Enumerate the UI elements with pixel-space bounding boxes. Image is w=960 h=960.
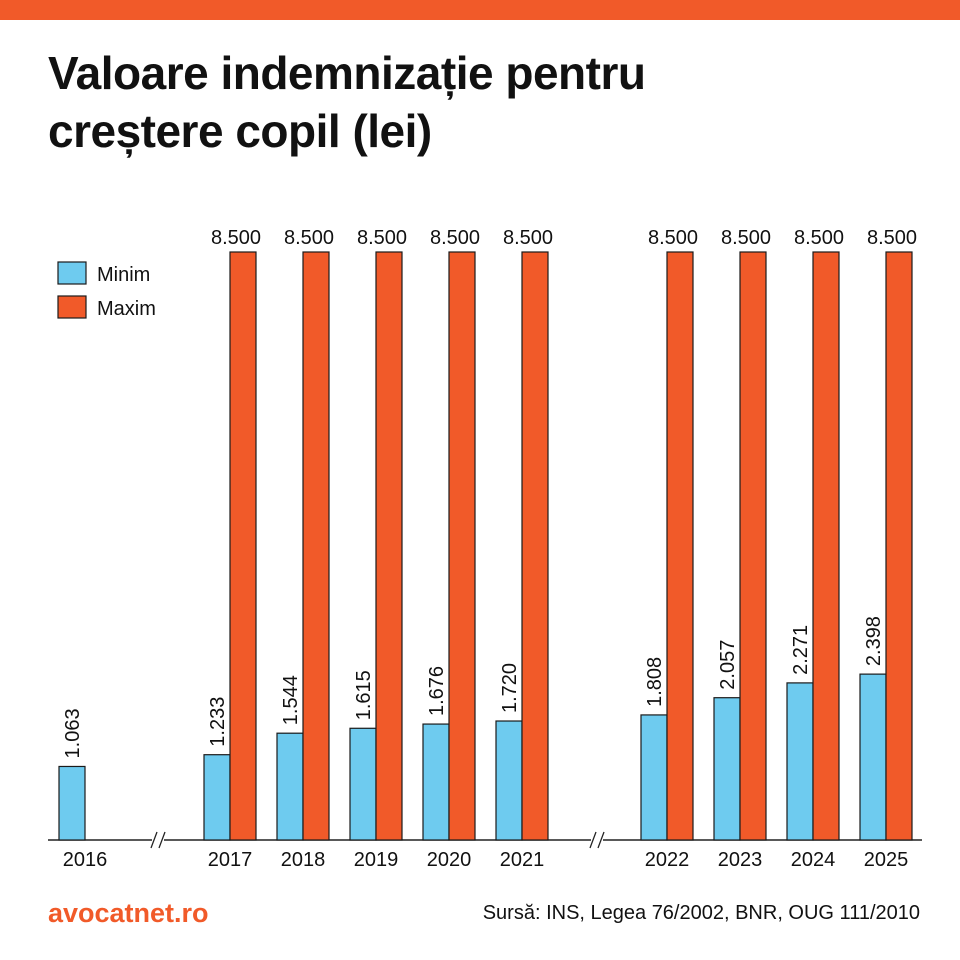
data-label-minim-2020: 1.676	[426, 666, 448, 716]
bar-maxim-2023	[739, 251, 767, 841]
bar-minim-2016	[58, 765, 86, 841]
bar-minim-2020	[422, 723, 450, 841]
legend-label-maxim: Maxim	[97, 298, 156, 320]
bar-minim-2021	[495, 720, 523, 841]
x-tick-label-2023: 2023	[718, 849, 763, 871]
data-label-minim-2018: 1.544	[280, 675, 302, 725]
bar-maxim-2022	[666, 251, 694, 841]
data-label-maxim-2017: 8.500	[211, 227, 261, 249]
bar-maxim-2025	[885, 251, 913, 841]
x-tick-label-2024: 2024	[791, 849, 836, 871]
x-tick-label-2017: 2017	[208, 849, 253, 871]
data-label-minim-2023: 2.057	[717, 640, 739, 690]
bar-minim-2018	[276, 732, 304, 841]
axis-break-mark-1a	[150, 831, 158, 849]
x-tick-label-2018: 2018	[281, 849, 326, 871]
data-label-minim-2022: 1.808	[644, 657, 666, 707]
bar-minim-2024	[786, 682, 814, 841]
data-label-minim-2025: 2.398	[863, 616, 885, 666]
data-label-maxim-2025: 8.500	[867, 227, 917, 249]
x-tick-label-2016: 2016	[63, 849, 108, 871]
x-tick-label-2025: 2025	[864, 849, 909, 871]
data-label-maxim-2022: 8.500	[648, 227, 698, 249]
data-label-minim-2016: 1.063	[62, 708, 84, 758]
chart-title-line-2: creștere copil (lei)	[48, 105, 432, 157]
bar-maxim-2018	[302, 251, 330, 841]
bar-minim-2017	[203, 754, 231, 841]
top-accent-bar	[0, 0, 960, 20]
legend-swatch-maxim	[57, 295, 87, 319]
data-label-maxim-2023: 8.500	[721, 227, 771, 249]
bar-maxim-2019	[375, 251, 403, 841]
chart-title: Valoare indemnizație pentru creștere cop…	[48, 44, 908, 160]
legend-swatch-minim	[57, 261, 87, 285]
bar-maxim-2021	[521, 251, 549, 841]
bar-maxim-2020	[448, 251, 476, 841]
bar-minim-2025	[859, 673, 887, 841]
axis-break-mark-1b	[158, 831, 166, 849]
data-label-minim-2017: 1.233	[207, 697, 229, 747]
data-label-minim-2021: 1.720	[499, 663, 521, 713]
legend-label-minim: Minim	[97, 264, 150, 286]
bar-maxim-2024	[812, 251, 840, 841]
bar-maxim-2017	[229, 251, 257, 841]
data-label-minim-2024: 2.271	[790, 625, 812, 675]
axis-break-mark-2b	[597, 831, 605, 849]
axis-break-mark-2a	[589, 831, 597, 849]
bar-minim-2023	[713, 697, 741, 841]
x-tick-label-2021: 2021	[500, 849, 545, 871]
data-label-maxim-2021: 8.500	[503, 227, 553, 249]
x-tick-label-2022: 2022	[645, 849, 690, 871]
brand-logo-text: avocatnet.ro	[48, 898, 209, 928]
chart-title-line-1: Valoare indemnizație pentru	[48, 47, 646, 99]
bar-minim-2019	[349, 727, 377, 841]
source-note: Sursă: INS, Legea 76/2002, BNR, OUG 111/…	[482, 902, 920, 924]
x-tick-label-2019: 2019	[354, 849, 399, 871]
data-label-minim-2019: 1.615	[353, 670, 375, 720]
x-tick-label-2020: 2020	[427, 849, 472, 871]
data-label-maxim-2024: 8.500	[794, 227, 844, 249]
data-label-maxim-2018: 8.500	[284, 227, 334, 249]
data-label-maxim-2020: 8.500	[430, 227, 480, 249]
bar-minim-2022	[640, 714, 668, 841]
data-label-maxim-2019: 8.500	[357, 227, 407, 249]
